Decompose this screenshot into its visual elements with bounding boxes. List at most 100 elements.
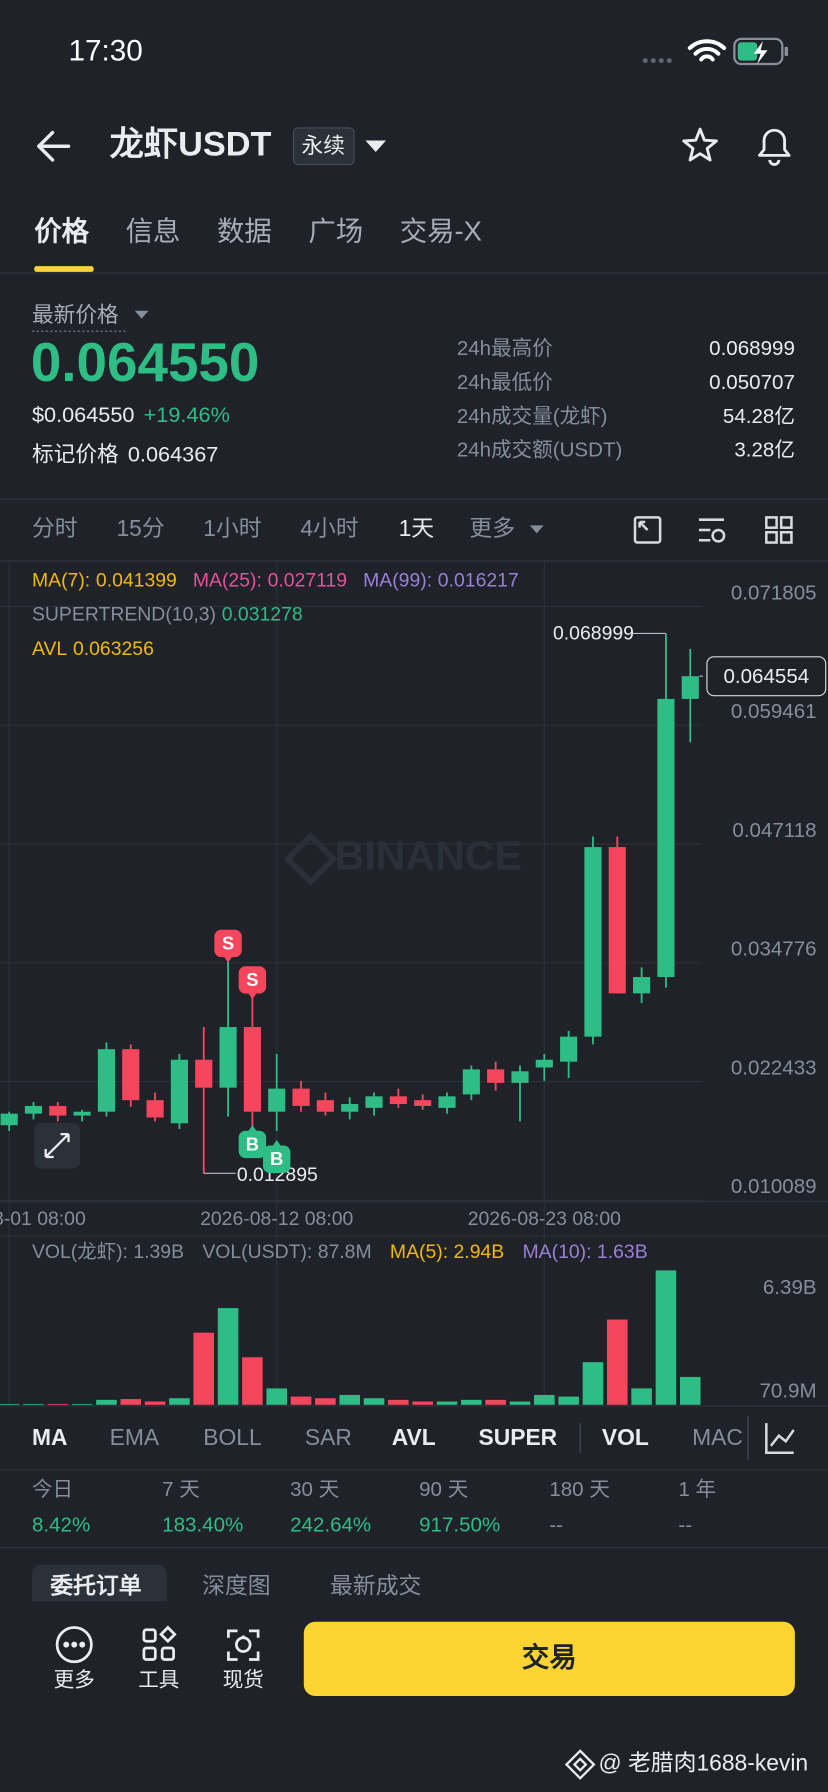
volume-bar [290,1396,312,1405]
interval-tab[interactable]: 4小时 [300,515,358,541]
interval-tab[interactable]: 15分 [116,515,164,541]
fullscreen-tool[interactable] [633,516,662,544]
mark-price: 0.064367 [128,441,218,466]
volume-legend: VOL(龙虾): 1.39B VOL(USDT): 87.8M MA(5): 2.9… [32,1241,648,1263]
interval-tab[interactable]: 分时 [32,515,78,541]
signal-pointer [272,1139,282,1147]
order-tab[interactable]: 最新成交 [330,1573,421,1599]
stat-value: 0.068999 [709,337,795,360]
perf-label: 180 天 [549,1478,610,1501]
interval-tab[interactable]: 更多 [469,515,515,541]
volume-bar [485,1399,506,1405]
actions: 更多 工具 现货 [54,1669,264,1692]
candle-body [97,1049,116,1112]
indicator-tab[interactable]: MAC [692,1424,743,1450]
volume-legend-item: VOL(USDT): 87.8M [202,1241,371,1263]
candle-body [462,1069,480,1095]
indicator-settings[interactable] [765,1423,795,1455]
indicator-tab[interactable]: MA [32,1424,68,1450]
order-tab[interactable]: 委托订单 [50,1573,141,1599]
x-tick-label: 2026-08-01 08:00 [0,1208,86,1230]
perf-label: 1 年 [678,1478,716,1501]
volume-bar [461,1399,482,1405]
candle-body [292,1088,310,1106]
candle-body [657,698,675,977]
layout-tool[interactable] [765,516,793,544]
avl-legend: AVL 0.063256 [32,638,154,660]
candle-body [560,1036,578,1062]
indicator-tab[interactable]: EMA [110,1424,160,1450]
indicator-tab[interactable]: VOL [602,1424,649,1450]
action-label[interactable]: 现货 [223,1669,264,1692]
page-tab[interactable]: 广场 [308,215,363,246]
badge-box [292,127,355,166]
pair-dropdown[interactable] [365,140,387,152]
y-tick-label: 0.010089 [731,1175,817,1198]
stat-label: 24h最高价 [457,337,553,360]
settings-tool[interactable] [698,518,726,543]
avl-value: 0.063256 [73,638,154,660]
candle-body [170,1059,188,1124]
order-tabs: 委托订单 深度图 最新成交 [50,1573,421,1599]
action-label[interactable]: 工具 [138,1669,179,1692]
volume-legend-item: VOL(龙虾): 1.39B [32,1241,184,1263]
expand-icon[interactable] [44,1132,70,1159]
price-dropdown[interactable] [134,310,149,319]
usd-price: $0.064550 [32,401,135,426]
watermark-logo [564,1749,596,1780]
interval-tab[interactable]: 1天 [399,515,435,541]
action-icons [55,1625,260,1664]
page-tab[interactable]: 价格 [34,215,89,246]
price-change: +19.46% [144,401,230,426]
avl-label: AVL [32,638,67,660]
low-annotation: 0.012895 [237,1164,318,1186]
signal-pointer [247,1124,257,1132]
candle-body [365,1096,383,1108]
volume-bar [71,1403,93,1405]
candle-body [608,847,626,994]
back-button[interactable] [37,130,71,162]
stat-value: 54.28亿 [723,405,795,428]
watermark-logo [283,832,338,886]
volume-bar [388,1399,409,1405]
favorite-button[interactable] [682,127,718,162]
volume-bar [436,1401,458,1405]
perf-value: -- [549,1513,563,1536]
page-tab[interactable]: 交易-X [400,215,482,246]
supertrend-value: 0.031278 [222,604,303,626]
alert-button[interactable] [758,128,791,166]
volume-bar [582,1362,604,1405]
volume-chart: VOL(龙虾): 1.39B VOL(USDT): 87.8M MA(5): 2.9… [0,1241,817,1405]
candle-body [633,976,651,994]
order-tab[interactable]: 深度图 [202,1573,270,1599]
trade-button[interactable] [303,1621,795,1697]
volume-bar [412,1401,433,1405]
trade-button-label[interactable]: 交易 [522,1642,577,1673]
volume-bar [558,1396,579,1405]
interval-dropdown[interactable] [529,525,544,534]
action-label[interactable]: 更多 [54,1669,95,1692]
price-chart: BINANCE 0.071805 0.059461 0.047118 0.034776 0… [0,561,827,1405]
indicator-tab[interactable]: SAR [305,1424,352,1450]
more-icon [55,1626,93,1664]
volume-tick-label: 6.39B [763,1276,817,1299]
y-tick-label: 0.047118 [732,819,816,842]
stat-label: 24h成交量(龙虾) [457,405,608,428]
stat-label: 24h成交额(USDT) [457,439,623,462]
page-tab[interactable]: 信息 [126,215,181,246]
volume-bar [242,1357,263,1405]
perf-label: 90 天 [419,1478,468,1501]
indicator-tab[interactable]: BOLL [203,1424,261,1450]
perf-label: 30 天 [290,1478,339,1501]
candle-body [414,1100,432,1106]
candle-body [389,1096,407,1105]
interval-tab[interactable]: 1小时 [203,515,261,541]
volume-tick-label: 70.9M [759,1380,816,1403]
page-tab[interactable]: 数据 [217,215,272,246]
price-label: 最新价格 [32,302,119,327]
volume-bar [96,1399,117,1405]
indicator-tab[interactable]: SUPER [479,1424,558,1450]
indicator-tab[interactable]: AVL [392,1424,436,1450]
